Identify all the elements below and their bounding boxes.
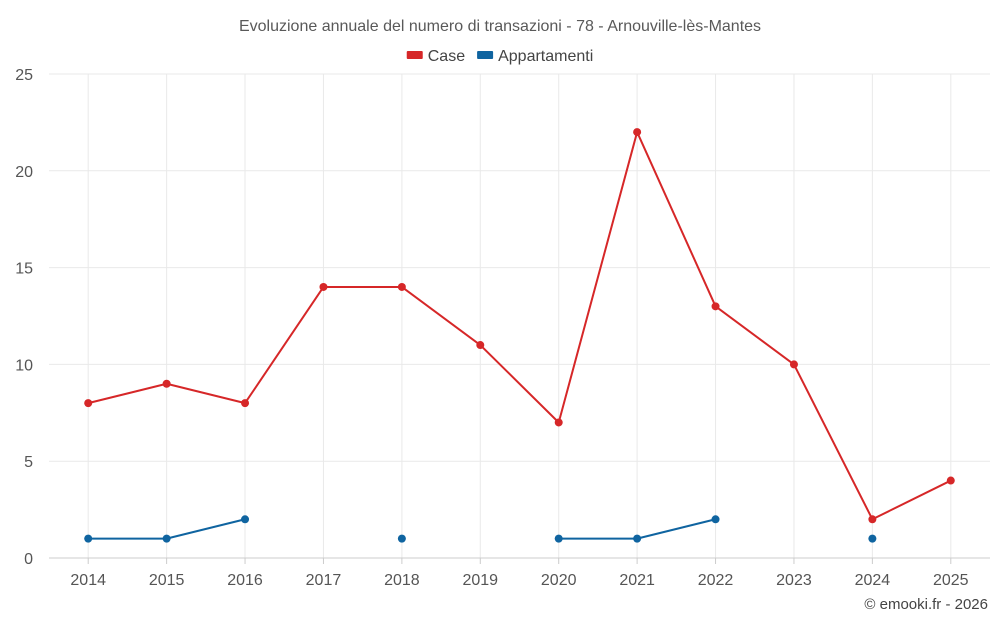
data-point[interactable] xyxy=(633,534,642,543)
series-appartamenti xyxy=(84,515,877,543)
series-line-segment xyxy=(792,363,874,521)
grid xyxy=(49,73,990,558)
x-tick-label: 2014 xyxy=(70,572,106,589)
y-tick-label: 10 xyxy=(15,357,33,374)
series-line-segment xyxy=(636,131,717,308)
data-point[interactable] xyxy=(162,534,171,543)
series-line-segment xyxy=(871,479,952,521)
x-tick-label: 2018 xyxy=(384,572,420,589)
data-point[interactable] xyxy=(868,515,877,524)
legend-label: Case xyxy=(428,48,465,65)
legend-item-appartamenti[interactable]: Appartamenti xyxy=(477,48,593,65)
series-line-segment xyxy=(87,382,168,405)
data-point[interactable] xyxy=(84,534,93,543)
x-tick-label: 2023 xyxy=(776,572,812,589)
legend-label: Appartamenti xyxy=(498,48,593,65)
legend-swatch xyxy=(406,51,423,59)
series-case xyxy=(84,128,955,524)
y-tick-label: 0 xyxy=(24,551,33,568)
series-line-segment xyxy=(636,518,717,540)
data-point[interactable] xyxy=(554,534,563,543)
x-tick-label: 2016 xyxy=(227,572,263,589)
series-line-segment xyxy=(244,285,325,405)
data-point[interactable] xyxy=(711,515,720,524)
legend-swatch xyxy=(477,51,494,59)
x-tick-label: 2015 xyxy=(149,572,185,589)
x-tick-label: 2025 xyxy=(933,572,969,589)
series-line-segment xyxy=(557,131,639,424)
x-tick-label: 2019 xyxy=(462,572,498,589)
series-line-segment xyxy=(714,305,795,366)
data-point[interactable] xyxy=(711,302,720,311)
x-tick-label: 2017 xyxy=(306,572,342,589)
data-point[interactable] xyxy=(554,418,563,427)
data-point[interactable] xyxy=(397,282,406,291)
y-tick-label: 5 xyxy=(24,454,33,471)
y-tick-label: 15 xyxy=(15,261,33,278)
series-line-segment xyxy=(165,518,247,540)
series-layer xyxy=(84,128,955,543)
data-point[interactable] xyxy=(868,534,877,543)
series-line-segment xyxy=(165,382,247,405)
x-tick-label: 2022 xyxy=(698,572,734,589)
x-tick-label: 2024 xyxy=(855,572,891,589)
data-point[interactable] xyxy=(319,282,328,291)
data-point[interactable] xyxy=(241,399,250,408)
data-point[interactable] xyxy=(476,341,485,350)
copyright-credit: © emooki.fr - 2026 xyxy=(864,596,988,613)
y-tick-label: 20 xyxy=(15,164,33,181)
data-point[interactable] xyxy=(946,476,955,485)
chart-title: Evoluzione annuale del numero di transaz… xyxy=(239,18,761,35)
data-point[interactable] xyxy=(397,534,406,543)
data-point[interactable] xyxy=(84,399,93,408)
data-point[interactable] xyxy=(789,360,798,369)
series-line-segment xyxy=(479,344,560,424)
data-point[interactable] xyxy=(241,515,250,524)
legend-item-case[interactable]: Case xyxy=(406,48,465,65)
x-tick-label: 2021 xyxy=(619,572,655,589)
x-tick-label: 2020 xyxy=(541,572,577,589)
series-line-segment xyxy=(400,285,482,347)
legend: Case Appartamenti xyxy=(406,48,593,65)
data-point[interactable] xyxy=(633,128,642,137)
y-tick-label: 25 xyxy=(15,67,33,84)
data-point[interactable] xyxy=(162,379,171,388)
